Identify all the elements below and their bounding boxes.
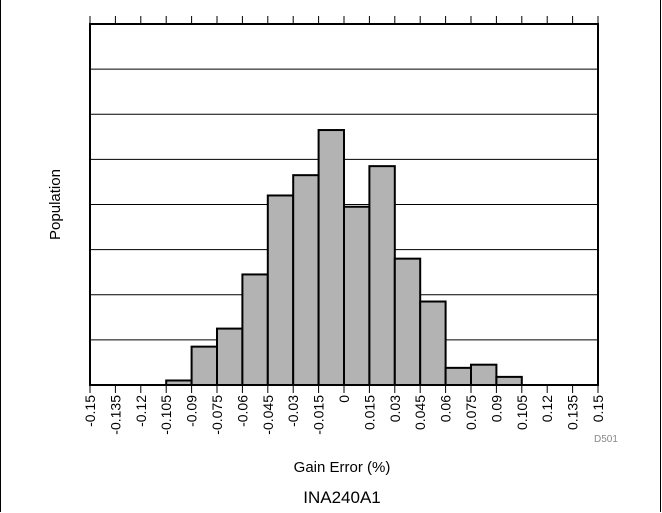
figure-code: D501 [594, 434, 618, 445]
histogram-bars [165, 129, 523, 387]
histogram-bar [216, 327, 244, 386]
x-tick-label: 0.045 [412, 395, 428, 430]
x-tick-label: -0.15 [82, 395, 98, 427]
x-axis-ticks [89, 16, 599, 393]
x-tick-label: -0.135 [107, 395, 123, 435]
histogram-bar [470, 363, 498, 387]
x-tick-label: -0.03 [285, 395, 301, 427]
x-tick-label: 0.03 [387, 395, 403, 422]
x-tick-label: 0.135 [565, 395, 581, 430]
histogram-bar [241, 273, 269, 387]
x-tick-label: 0.06 [438, 395, 454, 422]
x-tick-label: -0.12 [133, 395, 149, 427]
histogram-bar [368, 165, 396, 386]
x-tick-label: -0.075 [209, 395, 225, 435]
x-tick-label: 0.12 [539, 395, 555, 422]
x-tick-label: 0.015 [361, 395, 377, 430]
histogram-bar [292, 174, 320, 386]
histogram-bar [419, 300, 447, 386]
x-tick-label: -0.045 [260, 395, 276, 435]
x-tick-label: 0.105 [514, 395, 530, 430]
y-axis-label: Population [47, 169, 64, 240]
x-tick-label: -0.09 [184, 395, 200, 427]
x-axis-label: Gain Error (%) [294, 459, 391, 476]
x-tick-label: -0.105 [158, 395, 174, 435]
x-tick-label: 0 [336, 395, 352, 403]
histogram-bar [495, 375, 523, 387]
x-tick-label: 0.15 [590, 395, 606, 422]
chart-caption: INA240A1 [303, 488, 381, 507]
histogram-bar [317, 129, 346, 386]
histogram-bar [444, 366, 473, 387]
histogram-bar [266, 194, 295, 386]
x-tick-label: 0.09 [488, 395, 504, 422]
x-tick-label: 0.075 [463, 395, 479, 430]
x-axis-tick-labels: -0.15 -0.135 -0.12 -0.105 -0.09 -0.075 -0.06 -0… [82, 395, 606, 435]
x-tick-label: -0.015 [311, 395, 327, 435]
histogram-bar [190, 345, 219, 386]
x-tick-label: -0.06 [234, 395, 250, 427]
histogram-bar [343, 205, 371, 386]
histogram-bar [393, 257, 422, 386]
